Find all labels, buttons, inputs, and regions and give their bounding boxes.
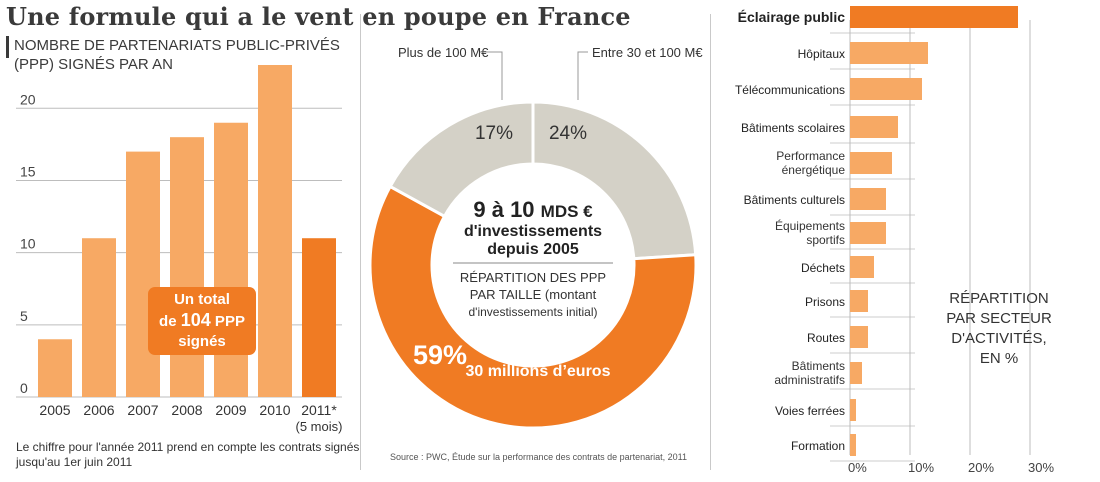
bar	[258, 65, 292, 397]
x-tick-label: 2011*	[301, 402, 337, 418]
x-tick-label: 2005	[39, 402, 70, 418]
bar	[170, 137, 204, 397]
bar	[850, 399, 856, 421]
category-label: Prisons	[805, 295, 845, 309]
bar-chart-subtitle: NOMBRE DE PARTENARIATS PUBLIC-PRIVÉS (PP…	[14, 37, 340, 73]
center-sub: PAR TAILLE (montant	[470, 287, 597, 302]
slice-value-label: 24%	[549, 123, 587, 144]
slice-value-label: 59%	[413, 340, 467, 370]
donut-slice	[388, 100, 535, 219]
bar	[850, 290, 868, 312]
total-callout: Un total de 104 PPP signés	[148, 287, 256, 355]
slice-value-label: 17%	[475, 123, 513, 144]
category-label: Déchets	[801, 261, 845, 275]
source-note: Source : PWC, Étude sur la performance d…	[390, 452, 687, 462]
category-label: Télécommunications	[735, 83, 845, 97]
y-tick-label: 20	[20, 91, 36, 107]
bar-chart: 0 5 10 15 20 2005 2006 2007 2008 2009 2010 2011*(5 …	[16, 65, 343, 434]
callout-line: de 104 PPP	[159, 310, 245, 330]
category-label: Bâtiments culturels	[744, 193, 845, 207]
x-tick-label: 2010	[259, 402, 290, 418]
category-label: Bâtiments	[792, 359, 845, 373]
panel-divider	[360, 14, 361, 470]
center-sub: d'investissements initial)	[468, 305, 597, 319]
bar-chart-note: Le chiffre pour l'année 2011 prend en co…	[16, 440, 360, 469]
y-tick-label: 5	[20, 308, 28, 324]
x-tick-sublabel: (5 mois)	[296, 419, 343, 434]
category-label: Équipements	[775, 218, 845, 233]
slice-name-label: 30 millions d’euros	[466, 363, 611, 380]
sector-chart-title: RÉPARTITION PAR SECTEUR D'ACTIVITÉS, EN …	[946, 290, 1052, 367]
leader-line	[577, 51, 588, 100]
slice-name-label: Entre 30 et 100 M€	[592, 45, 703, 60]
chart-title: Une formule qui a le vent en poupe en Fr…	[6, 2, 631, 31]
category-label: Éclairage public	[738, 9, 846, 25]
x-tick-label: 20%	[968, 460, 994, 475]
center-headline: 9 à 10 MDS €	[473, 197, 593, 222]
slice-name-label: Moins de	[503, 342, 572, 359]
category-label: Hôpitaux	[798, 47, 845, 61]
bar	[850, 152, 892, 174]
y-tick-label: 15	[20, 163, 36, 179]
x-tick-label: 2008	[171, 402, 202, 418]
category-label: Bâtiments scolaires	[741, 121, 845, 135]
bar	[126, 151, 160, 397]
x-tick-label: 2007	[127, 402, 158, 418]
y-tick-label: 10	[20, 236, 36, 252]
y-tick-label: 0	[20, 380, 28, 396]
bar	[850, 6, 1018, 28]
center-line: d'investissements	[464, 223, 602, 240]
subtitle-accent	[6, 36, 9, 58]
callout-line: Un total	[174, 291, 230, 308]
x-tick-label: 10%	[908, 460, 934, 475]
x-tick-label: 2006	[83, 402, 114, 418]
callout-line: signés	[178, 333, 226, 350]
sector-bar-chart: 0% 10% 20% 30% Éclairage public Hôpitaux Téléc…	[735, 6, 1054, 475]
bar	[214, 122, 248, 397]
donut-slice	[368, 184, 698, 430]
bar	[850, 434, 856, 456]
category-label: Performance	[776, 149, 845, 163]
category-label: énergétique	[782, 163, 846, 177]
category-label: sportifs	[806, 233, 845, 247]
category-label: Formation	[791, 439, 845, 453]
bar	[850, 326, 868, 348]
donut-chart: 24% 59% 17% Entre 30 et 100 M€ Moins de 30 mi…	[368, 45, 703, 430]
bar	[850, 362, 862, 384]
category-label: Routes	[807, 331, 845, 345]
bar	[302, 238, 336, 397]
bar	[38, 339, 72, 397]
bar	[850, 188, 886, 210]
x-tick-label: 0%	[848, 460, 867, 475]
bar	[850, 222, 886, 244]
slice-name-label: Plus de 100 M€	[398, 45, 489, 60]
panel-divider	[710, 14, 711, 470]
center-sub: RÉPARTITION DES PPP	[460, 270, 606, 285]
bar	[850, 42, 928, 64]
center-line: depuis 2005	[487, 241, 579, 258]
x-tick-label: 2009	[215, 402, 246, 418]
category-label: administratifs	[774, 373, 845, 387]
leader-line	[480, 51, 503, 100]
x-tick-label: 30%	[1028, 460, 1054, 475]
donut-slice	[531, 100, 698, 261]
bar	[850, 116, 898, 138]
category-label: Voies ferrées	[775, 404, 845, 418]
bar	[82, 238, 116, 397]
bar	[850, 78, 922, 100]
bar	[850, 256, 874, 278]
